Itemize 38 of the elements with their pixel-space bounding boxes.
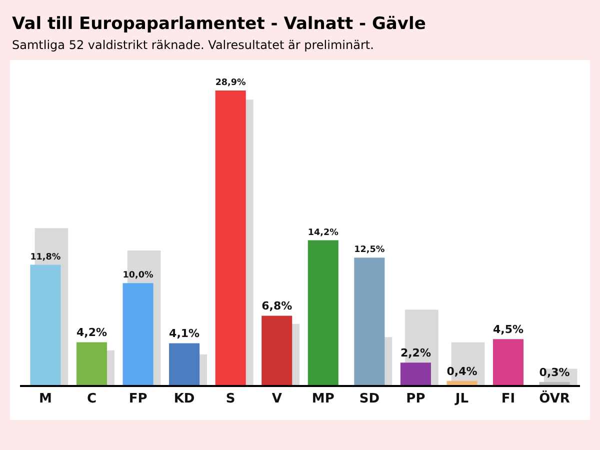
- bar: [446, 380, 478, 385]
- x-tick-label: M: [38, 392, 52, 407]
- data-label: 0,4%: [446, 364, 478, 378]
- data-label: 0,3%: [539, 366, 570, 379]
- bar: [122, 283, 154, 385]
- bar: [215, 90, 246, 385]
- bar: [262, 316, 292, 385]
- bar: [539, 382, 570, 385]
- x-tick-label: KD: [174, 392, 195, 407]
- data-label: 6,8%: [262, 300, 292, 313]
- bar: [308, 240, 338, 385]
- x-tick-label: V: [272, 392, 282, 407]
- x-tick-label: PP: [406, 392, 426, 407]
- x-tick-label: JL: [454, 392, 469, 407]
- data-label: 4,5%: [493, 323, 524, 336]
- bar: [30, 264, 61, 385]
- x-tick-label: MP: [312, 392, 334, 407]
- data-label: 2,2%: [400, 346, 431, 360]
- data-label: 14,2%: [308, 228, 339, 238]
- x-tick-label: C: [86, 392, 97, 407]
- x-tick-label: FP: [128, 392, 148, 407]
- bar: [169, 343, 200, 385]
- x-tick-label: FI: [501, 392, 516, 407]
- bar: [354, 258, 385, 385]
- data-label: 12,5%: [354, 245, 385, 256]
- chart-title: Val till Europaparlamentet - Valnatt - Gävle: [12, 14, 427, 34]
- data-label: 4,1%: [169, 327, 200, 340]
- chart-subtitle: Samtliga 52 valdistrikt räknade. Valresultatet är preliminärt.: [12, 38, 375, 52]
- bar: [76, 342, 108, 385]
- data-label: 11,8%: [30, 252, 61, 262]
- bar: [492, 339, 524, 385]
- x-tick-label: S: [226, 392, 236, 407]
- bar: [400, 362, 431, 385]
- data-label: 10,0%: [122, 270, 154, 281]
- x-tick-label: ÖVR: [539, 390, 570, 407]
- x-tick-label: SD: [359, 392, 380, 407]
- data-label: 4,2%: [76, 326, 107, 340]
- data-label: 28,9%: [215, 78, 246, 88]
